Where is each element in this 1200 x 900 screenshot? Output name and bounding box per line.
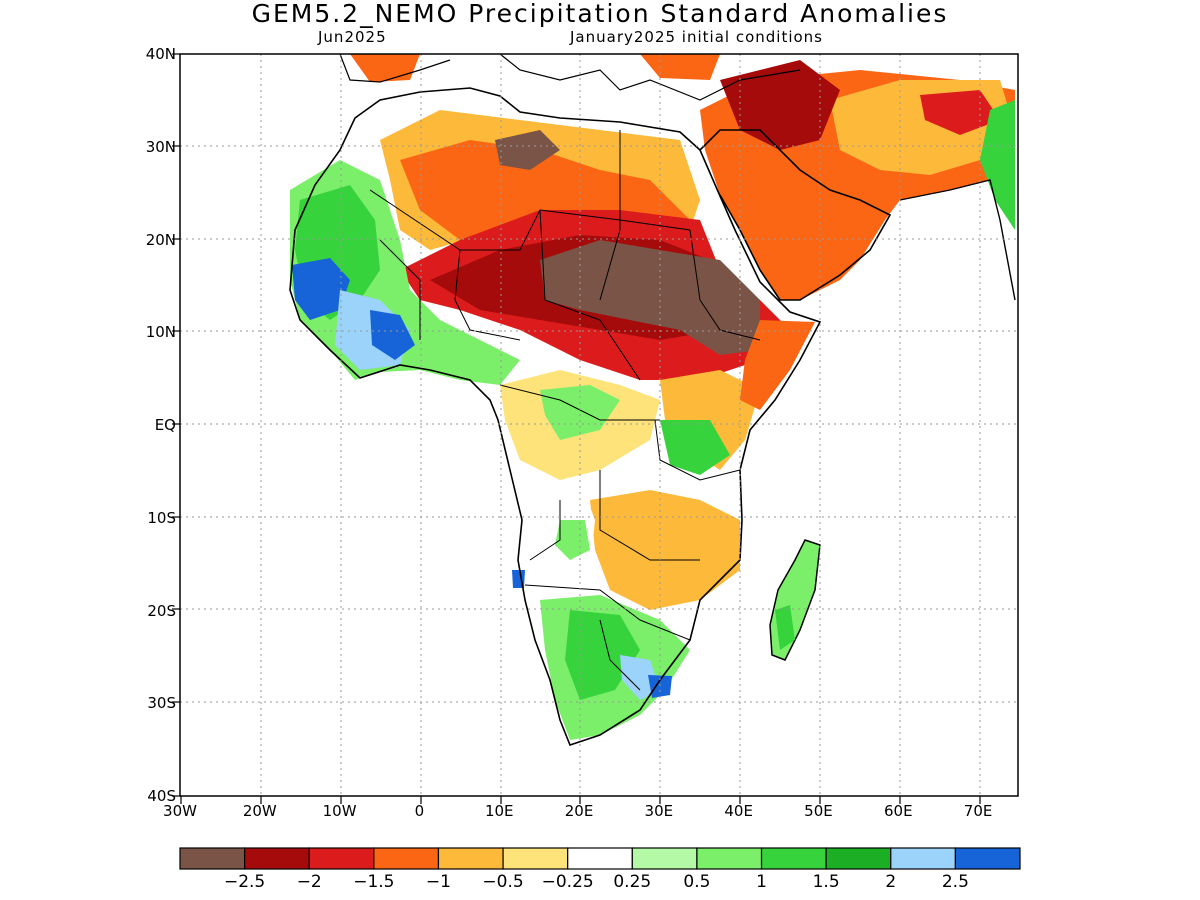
- angola-green-spots: [555, 520, 590, 560]
- colorbar-label: −1: [425, 872, 451, 892]
- europe-coastline: [339, 54, 801, 101]
- colorbar-swatch: [890, 847, 956, 870]
- colorbar-label: 0.5: [683, 872, 711, 892]
- graticule: [180, 54, 1018, 796]
- forecast-month: Jun2025: [318, 28, 387, 46]
- lakes-green: [660, 420, 730, 475]
- lat-label: 10S: [147, 508, 176, 527]
- lon-label: 10E: [484, 802, 514, 820]
- colorbar-swatch: [760, 847, 827, 870]
- india-green: [980, 100, 1015, 230]
- central-africa-green: [540, 385, 620, 440]
- lon-label: 10W: [322, 802, 357, 820]
- axis-ticks: [172, 53, 981, 804]
- west-africa-blue: [292, 258, 350, 320]
- guinea-blue: [370, 310, 415, 360]
- colorbar-label: 0.25: [613, 872, 652, 892]
- lon-label: 30E: [644, 802, 674, 820]
- southern-africa-lightblue: [620, 655, 660, 700]
- colorbar-label: −0.5: [482, 872, 524, 892]
- colorbar-label: 2.5: [941, 872, 969, 892]
- lon-label: 40E: [724, 802, 753, 820]
- anomaly-field: [289, 54, 1016, 746]
- lat-label: 20S: [147, 601, 176, 620]
- lat-label: 20N: [145, 230, 176, 249]
- colorbar-label: −0.25: [541, 872, 594, 892]
- colorbar-swatch: [502, 847, 569, 870]
- colorbar-swatch: [244, 847, 310, 870]
- southeast-orange: [590, 490, 740, 610]
- lat-label: EQ: [154, 416, 176, 434]
- horn-orange: [740, 320, 815, 410]
- chart-title: GEM5.2_NEMO Precipitation Standard Anoma…: [251, 0, 949, 28]
- lon-label: 20W: [242, 802, 277, 820]
- angola-white: [515, 480, 595, 590]
- colorbar-swatch: [373, 847, 440, 870]
- colorbar-swatch: [696, 847, 763, 870]
- southern-africa-darkgreen: [565, 610, 640, 700]
- colorbar-label: 2: [885, 872, 897, 892]
- colorbar-label: 1.5: [812, 872, 840, 892]
- colorbar: [179, 847, 1021, 870]
- initial-conditions: January2025 initial conditions: [570, 28, 823, 46]
- colorbar-swatch: [308, 847, 375, 870]
- colorbar-swatch: [825, 847, 892, 870]
- lat-label: 40N: [145, 45, 176, 63]
- arabia-coastline: [699, 129, 892, 301]
- colorbar-label: 1: [756, 872, 767, 892]
- lat-label: 30N: [145, 137, 176, 156]
- colorbar-swatch: [954, 847, 1021, 870]
- colorbar-label: −1.5: [353, 872, 395, 892]
- colorbar-swatch: [437, 847, 504, 870]
- colorbar-label: −2.5: [223, 872, 266, 892]
- southern-africa-blue: [648, 675, 672, 698]
- country-borders: [369, 130, 761, 691]
- asia-coastline: [899, 179, 1016, 301]
- lon-label: 30W: [163, 802, 197, 820]
- europe-orange: [350, 54, 420, 82]
- lat-label: 10N: [145, 323, 176, 342]
- madagascar: [769, 539, 821, 661]
- lon-label: 50E: [804, 802, 833, 820]
- colorbar-swatch: [631, 847, 698, 870]
- lat-label: 30S: [147, 694, 176, 713]
- colorbar-label: −2: [296, 872, 322, 892]
- lon-label: 20E: [564, 802, 594, 820]
- turkey-orange: [640, 54, 720, 80]
- colorbar-swatch: [567, 847, 633, 870]
- colorbar-swatch: [179, 847, 246, 870]
- lat-label: 40S: [147, 787, 176, 805]
- madagascar-darkgreen: [775, 605, 795, 650]
- africa-coastline: [289, 87, 822, 746]
- lon-label: 70E: [963, 802, 993, 820]
- persia-red: [920, 90, 1000, 135]
- lon-label: 0: [414, 802, 425, 820]
- sahara-brown-north: [495, 130, 560, 170]
- plot-frame: [179, 53, 1019, 797]
- levant-red: [720, 60, 840, 150]
- sahel-brown: [540, 240, 760, 355]
- lon-label: 60E: [883, 802, 913, 820]
